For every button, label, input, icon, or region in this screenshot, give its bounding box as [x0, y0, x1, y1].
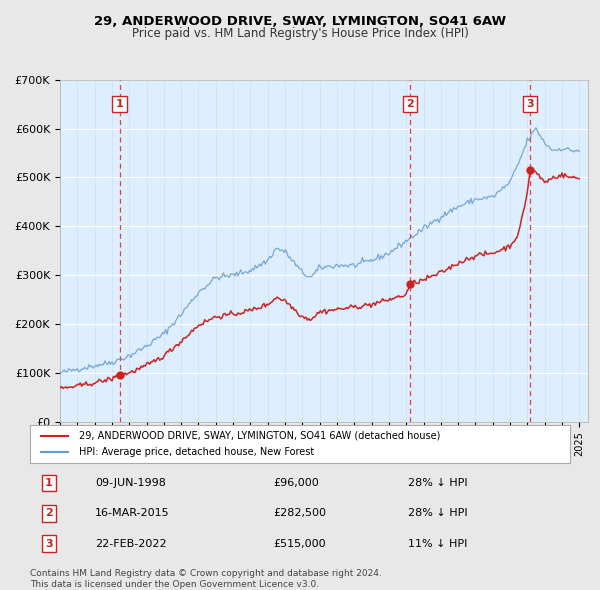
Text: 29, ANDERWOOD DRIVE, SWAY, LYMINGTON, SO41 6AW (detached house): 29, ANDERWOOD DRIVE, SWAY, LYMINGTON, SO…: [79, 431, 440, 441]
Text: 1: 1: [45, 478, 53, 488]
Text: Contains HM Land Registry data © Crown copyright and database right 2024.
This d: Contains HM Land Registry data © Crown c…: [30, 569, 382, 589]
Text: 11% ↓ HPI: 11% ↓ HPI: [408, 539, 467, 549]
Text: 29, ANDERWOOD DRIVE, SWAY, LYMINGTON, SO41 6AW: 29, ANDERWOOD DRIVE, SWAY, LYMINGTON, SO…: [94, 15, 506, 28]
Text: 28% ↓ HPI: 28% ↓ HPI: [408, 509, 467, 518]
Text: 2: 2: [45, 509, 53, 518]
Text: Price paid vs. HM Land Registry's House Price Index (HPI): Price paid vs. HM Land Registry's House …: [131, 27, 469, 40]
Text: 28% ↓ HPI: 28% ↓ HPI: [408, 478, 467, 488]
Text: 3: 3: [45, 539, 53, 549]
Text: 16-MAR-2015: 16-MAR-2015: [95, 509, 169, 518]
Text: £515,000: £515,000: [273, 539, 326, 549]
Text: 2: 2: [406, 99, 414, 109]
Text: £282,500: £282,500: [273, 509, 326, 518]
Text: £96,000: £96,000: [273, 478, 319, 488]
Text: 1: 1: [116, 99, 124, 109]
Text: HPI: Average price, detached house, New Forest: HPI: Average price, detached house, New …: [79, 447, 314, 457]
Text: 3: 3: [526, 99, 533, 109]
Text: 22-FEB-2022: 22-FEB-2022: [95, 539, 166, 549]
Text: 09-JUN-1998: 09-JUN-1998: [95, 478, 166, 488]
